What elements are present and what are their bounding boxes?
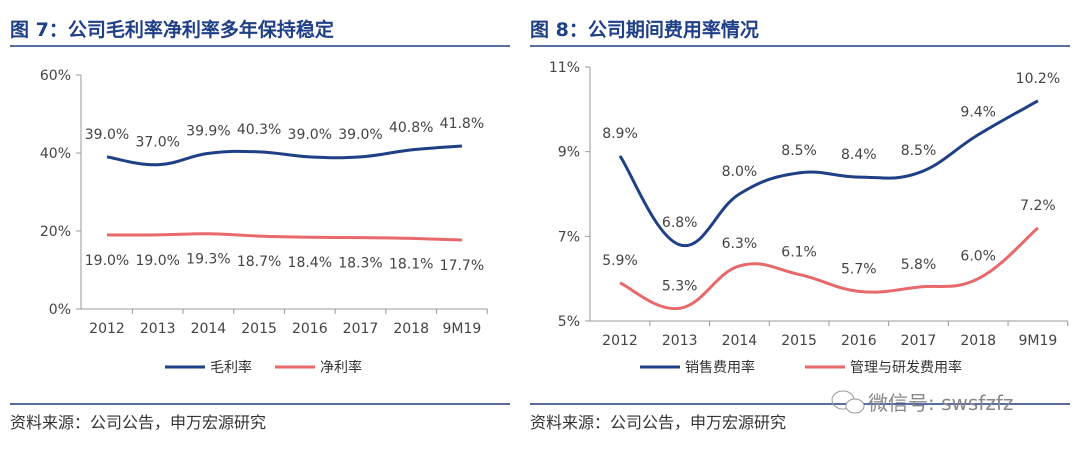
data-label: 19.0% bbox=[135, 253, 179, 269]
chart-title: 图 7：公司毛利率净利率多年保持稳定 bbox=[10, 18, 334, 41]
data-label: 8.4% bbox=[841, 147, 877, 163]
series-line-净利率 bbox=[106, 232, 462, 242]
legend-label: 管理与研发费用率 bbox=[850, 359, 962, 376]
data-label: 40.8% bbox=[389, 120, 433, 136]
series-line-管理与研发费用率 bbox=[619, 226, 1039, 310]
x-tick-label: 2018 bbox=[960, 333, 996, 349]
x-tick-label: 2012 bbox=[89, 321, 125, 337]
data-label: 6.0% bbox=[960, 249, 996, 265]
data-label: 19.0% bbox=[85, 253, 129, 269]
data-label: 18.1% bbox=[389, 256, 433, 272]
data-label: 8.5% bbox=[901, 143, 937, 159]
data-label: 10.2% bbox=[1016, 71, 1060, 87]
source-note: 资料来源：公司公告，申万宏源研究 bbox=[10, 413, 266, 432]
data-label: 8.5% bbox=[781, 143, 817, 159]
source-note: 资料来源：公司公告，申万宏源研究 bbox=[530, 413, 786, 432]
data-label: 7.2% bbox=[1020, 198, 1056, 214]
y-tick-label: 0% bbox=[49, 302, 71, 318]
y-tick-label: 11% bbox=[549, 60, 580, 76]
legend-label: 销售费用率 bbox=[685, 359, 755, 376]
chart-1: 图 7：公司毛利率净利率多年保持稳定 0% 20% 40% 60% 2012 2013 201… bbox=[10, 18, 510, 432]
data-label: 39.0% bbox=[338, 127, 382, 143]
x-tick-label: 2016 bbox=[841, 333, 877, 349]
data-label: 5.9% bbox=[602, 253, 638, 269]
y-tick-label: 7% bbox=[558, 229, 580, 245]
data-label: 5.8% bbox=[901, 257, 937, 273]
x-tick-label: 9M19 bbox=[442, 321, 481, 337]
series-line-毛利率 bbox=[106, 144, 463, 167]
data-label: 19.3% bbox=[186, 252, 230, 268]
data-label: 18.3% bbox=[338, 256, 382, 272]
data-label: 5.3% bbox=[662, 278, 698, 294]
data-label: 39.0% bbox=[288, 127, 332, 143]
data-label: 5.7% bbox=[841, 261, 877, 277]
x-tick-label: 2013 bbox=[662, 333, 698, 349]
x-tick-label: 9M19 bbox=[1018, 333, 1057, 349]
y-tick-label: 20% bbox=[40, 224, 71, 240]
x-tick-label: 2012 bbox=[602, 333, 638, 349]
data-label: 9.4% bbox=[960, 105, 996, 121]
x-tick-label: 2017 bbox=[343, 321, 379, 337]
data-label: 8.9% bbox=[602, 126, 638, 142]
data-label: 18.4% bbox=[288, 255, 332, 271]
data-label: 18.7% bbox=[237, 254, 281, 270]
data-label: 6.1% bbox=[781, 244, 817, 260]
data-label: 17.7% bbox=[440, 258, 484, 274]
legend-label: 净利率 bbox=[320, 359, 362, 376]
wechat-icon-bubble bbox=[845, 398, 865, 414]
data-label: 41.8% bbox=[440, 116, 484, 132]
data-label: 6.3% bbox=[722, 236, 758, 252]
chart-2: 图 8：公司期间费用率情况 5% 7% 9% 11% 2012 2013 2014 2015 20… bbox=[530, 18, 1070, 432]
y-tick-label: 5% bbox=[558, 314, 580, 330]
y-tick-label: 60% bbox=[40, 68, 71, 84]
y-tick-label: 40% bbox=[40, 146, 71, 162]
data-label: 39.9% bbox=[186, 123, 230, 139]
watermark: 微信号: swsfzfz bbox=[831, 390, 1013, 415]
chart-title: 图 8：公司期间费用率情况 bbox=[530, 18, 759, 41]
x-tick-label: 2018 bbox=[393, 321, 429, 337]
x-tick-label: 2015 bbox=[241, 321, 277, 337]
watermark-text: 微信号: swsfzfz bbox=[868, 391, 1013, 415]
x-tick-label: 2014 bbox=[722, 333, 758, 349]
x-tick-label: 2015 bbox=[781, 333, 817, 349]
y-tick-label: 9% bbox=[558, 145, 580, 161]
data-label: 39.0% bbox=[85, 127, 129, 143]
data-label: 40.3% bbox=[237, 122, 281, 138]
x-tick-label: 2016 bbox=[292, 321, 328, 337]
x-tick-label: 2014 bbox=[191, 321, 227, 337]
data-label: 6.8% bbox=[662, 215, 698, 231]
x-tick-label: 2013 bbox=[140, 321, 176, 337]
legend-label: 毛利率 bbox=[210, 359, 252, 376]
x-tick-label: 2017 bbox=[901, 333, 937, 349]
data-label: 8.0% bbox=[722, 164, 758, 180]
data-label: 37.0% bbox=[135, 135, 179, 151]
